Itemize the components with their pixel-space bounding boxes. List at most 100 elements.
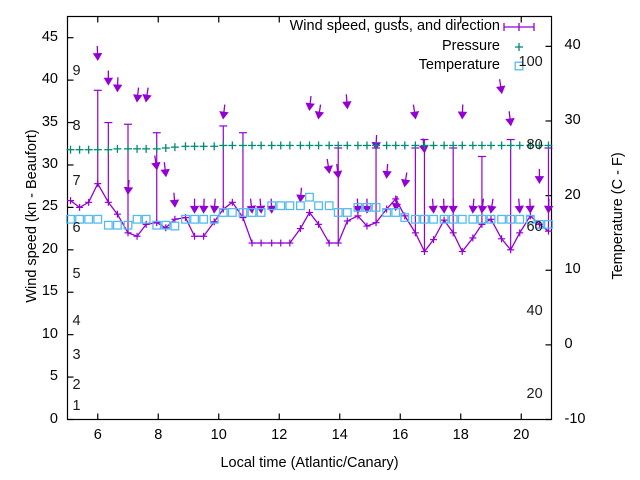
temperature-marker xyxy=(276,201,286,211)
temperature-marker xyxy=(525,214,535,224)
wind-direction-arrow xyxy=(323,158,333,174)
y-tick-label-right: 0 xyxy=(564,335,573,352)
temperature-marker xyxy=(410,214,420,224)
temperature-marker xyxy=(382,208,392,217)
y-axis-right-title: Temperature (C - F) xyxy=(610,152,626,280)
temperature-marker xyxy=(419,214,429,224)
y-tick-label-left: 15 xyxy=(41,283,58,300)
y-tick-label-left: 40 xyxy=(41,71,58,88)
wind-direction-arrow xyxy=(439,198,449,214)
wind-direction-arrow xyxy=(352,198,363,214)
temperature-marker xyxy=(477,214,487,224)
beaufort-scale-label: 4 xyxy=(72,312,81,329)
temperature-marker xyxy=(218,208,228,217)
wind-direction-arrow xyxy=(448,198,458,214)
wind-direction-arrow xyxy=(534,168,545,185)
wind-direction-arrow xyxy=(103,70,114,86)
y-tick-label-right: -10 xyxy=(564,410,586,427)
wind-direction-arrow xyxy=(382,163,392,179)
temperature-marker xyxy=(391,208,401,217)
temperature-marker xyxy=(486,214,496,224)
wind-direction-arrow xyxy=(362,198,372,214)
x-axis-title: Local time (Atlantic/Canary) xyxy=(220,455,399,471)
temperature-marker xyxy=(209,214,219,224)
y-tick-label-left: 30 xyxy=(41,155,58,172)
y-tick-label-left: 45 xyxy=(41,28,58,45)
beaufort-scale-label: 3 xyxy=(72,346,81,363)
temperature-marker xyxy=(295,201,305,211)
y-tick-label-right: 30 xyxy=(564,111,581,128)
wind-direction-arrow xyxy=(92,45,103,62)
temperature-marker xyxy=(400,213,410,223)
temperature-marker xyxy=(468,214,478,224)
temperature-marker xyxy=(103,220,113,230)
y-tick-label-right: 40 xyxy=(564,37,581,54)
temperature-marker xyxy=(324,201,334,211)
wind-direction-arrow xyxy=(112,77,123,93)
temperature-marker xyxy=(267,201,277,211)
wind-direction-arrow xyxy=(468,198,479,214)
x-tick-label: 12 xyxy=(271,426,288,443)
x-tick-label: 8 xyxy=(154,426,163,443)
wind-direction-arrow xyxy=(401,172,411,188)
wind-direction-arrow xyxy=(332,163,343,179)
beaufort-scale-label: 8 xyxy=(72,117,81,134)
beaufort-scale-label: 5 xyxy=(72,266,81,283)
beaufort-scale-label: 2 xyxy=(72,376,81,393)
temperature-marker xyxy=(227,208,237,217)
wind-direction-arrow xyxy=(505,111,515,127)
temperature-marker xyxy=(362,202,372,212)
wind-direction-arrow xyxy=(133,87,143,103)
wind-direction-arrow xyxy=(314,104,325,120)
y-tick-label-left: 25 xyxy=(41,198,58,215)
legend-label-3: Temperature xyxy=(418,57,500,73)
x-tick-label: 16 xyxy=(392,426,409,443)
temperature-marker xyxy=(161,220,171,230)
wind-direction-arrow xyxy=(296,187,306,203)
wind-direction-arrow xyxy=(160,162,170,178)
wind-direction-arrow xyxy=(391,196,402,212)
temperature-marker xyxy=(112,220,122,230)
wind-direction-arrow xyxy=(255,198,266,214)
fahrenheit-scale-label: 20 xyxy=(526,385,543,402)
wind-direction-arrow xyxy=(151,155,161,171)
wind-direction-arrow xyxy=(209,198,220,214)
temperature-marker xyxy=(305,192,314,202)
temperature-marker xyxy=(141,214,151,224)
x-tick-label: 10 xyxy=(210,426,227,443)
wind-direction-arrow xyxy=(305,95,315,112)
beaufort-scale-label: 1 xyxy=(72,397,81,414)
wind-direction-arrow xyxy=(169,192,180,208)
wind-direction-arrow xyxy=(514,198,525,214)
temperature-marker xyxy=(132,214,142,224)
temperature-marker xyxy=(181,214,190,224)
legend-label-2: Pressure xyxy=(441,38,500,54)
temperature-marker xyxy=(515,214,525,224)
temperature-marker xyxy=(256,208,266,217)
temperature-marker xyxy=(534,219,544,229)
wind-direction-arrow xyxy=(525,198,535,214)
y-tick-label-left: 20 xyxy=(41,240,58,257)
temperature-marker xyxy=(84,214,94,224)
wind-direction-arrow xyxy=(219,104,229,120)
temperature-marker xyxy=(123,220,133,230)
fahrenheit-scale-label: 60 xyxy=(526,219,543,236)
wind-direction-arrow xyxy=(246,198,257,214)
x-tick-label: 6 xyxy=(93,426,102,443)
wind-direction-arrow xyxy=(543,198,554,214)
x-tick-label: 14 xyxy=(331,426,348,443)
wind-direction-arrow xyxy=(199,198,209,214)
wind-direction-arrow xyxy=(142,87,152,103)
temperature-marker xyxy=(544,219,553,229)
temperature-marker xyxy=(190,214,199,224)
temperature-marker xyxy=(314,201,324,211)
legend-swatch-temperature xyxy=(514,61,524,71)
temperature-marker xyxy=(439,214,449,224)
temperature-marker xyxy=(429,214,438,224)
temperature-marker xyxy=(238,208,248,217)
wind-direction-arrow xyxy=(428,198,438,214)
temperature-marker xyxy=(506,214,516,224)
legend-label-1: Wind speed, gusts, and direction xyxy=(289,18,500,34)
